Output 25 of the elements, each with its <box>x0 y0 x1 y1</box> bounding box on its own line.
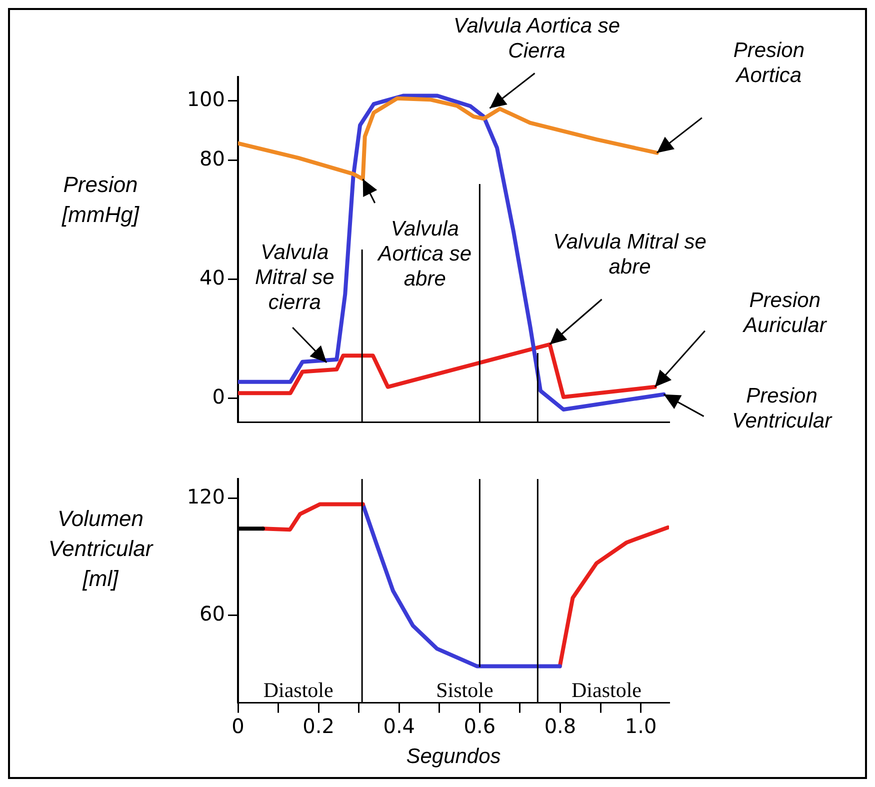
x-tick-label: 1.0 <box>624 714 657 738</box>
x-tick-label: 0.8 <box>544 714 576 738</box>
annotation: Valvula Mitral se cierra <box>254 240 334 314</box>
text: Presion Ventricular <box>732 384 833 433</box>
x-axis-title: Segundos <box>406 745 502 768</box>
y-tick-label: 0 <box>212 384 225 408</box>
annotation: Sistole <box>436 678 494 702</box>
annotation: Valvula Aortica se abre <box>376 217 472 290</box>
y-tick-label: 120 <box>186 484 225 509</box>
x-tick-label: 0.6 <box>464 714 496 738</box>
y-tick-label: 60 <box>200 601 225 626</box>
annotation: Diastole <box>572 678 642 702</box>
annotation: Diastole <box>263 678 334 702</box>
y-tick-label: 40 <box>200 265 225 290</box>
text: Presion Aortica <box>733 39 805 88</box>
y-tick-label: 100 <box>186 86 225 111</box>
text: Presion Auricular <box>741 289 828 338</box>
annotation: Valvula Mitral se abre <box>553 230 706 279</box>
y-axis-title: Presion [mmHg] <box>60 171 140 229</box>
annotation: Valvula Aortica se Cierra <box>453 14 620 63</box>
x-tick-label: 0.2 <box>302 714 334 738</box>
x-tick-label: 0.4 <box>383 714 416 738</box>
x-tick-label: 0 <box>232 714 244 738</box>
y-tick-label: 80 <box>200 146 225 170</box>
y-axis-title: Volumen Ventricular [ml] <box>47 505 154 593</box>
